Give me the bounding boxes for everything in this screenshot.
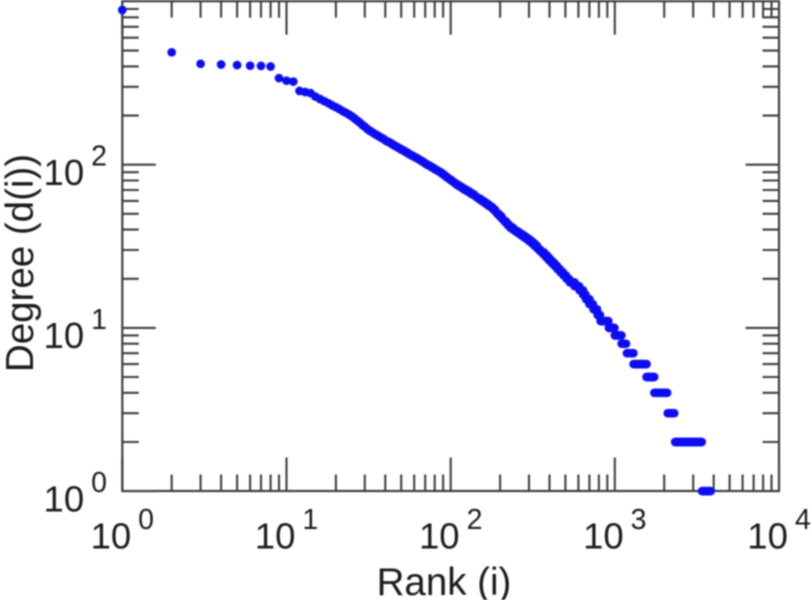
- svg-text:101: 10 1: [44, 304, 107, 356]
- svg-text:103: 10 3: [583, 504, 646, 556]
- svg-text:100: 10 0: [44, 467, 107, 519]
- svg-text:Rank (i): Rank (i): [377, 561, 512, 600]
- svg-text:100: 10 0: [91, 504, 154, 556]
- svg-text:102: 10 2: [44, 141, 107, 193]
- svg-text:101: 10 1: [255, 504, 318, 556]
- svg-text:104: 10 4: [747, 504, 811, 556]
- svg-text:Degree (d(i)): Degree (d(i)): [0, 154, 42, 372]
- svg-text:102: 10 2: [419, 504, 482, 556]
